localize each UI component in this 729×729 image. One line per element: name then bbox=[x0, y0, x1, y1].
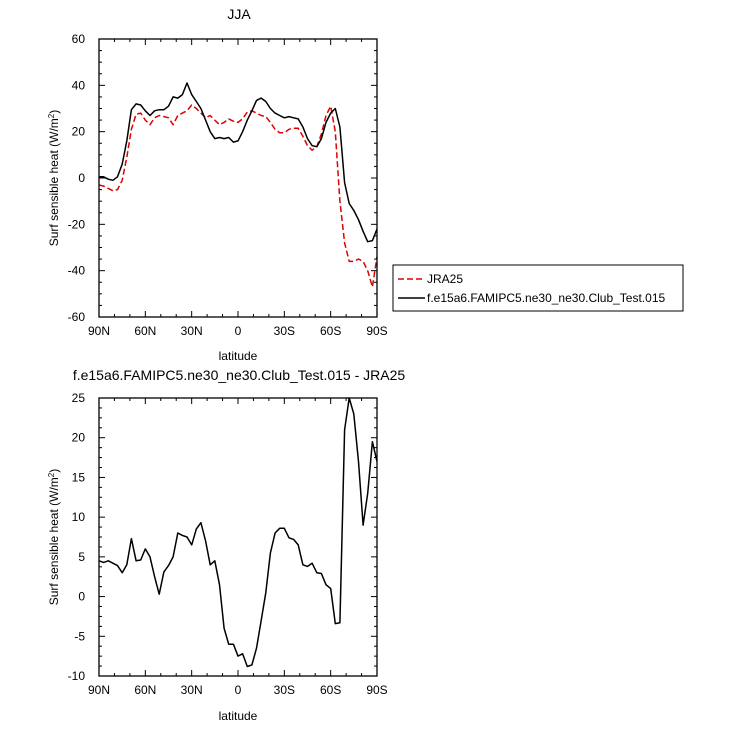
legend: JRA25 f.e15a6.FAMIPC5.ne30_ne30.Club_Tes… bbox=[392, 264, 684, 312]
bottom-x-tick-label: 30S bbox=[274, 683, 295, 697]
top-series-line-0 bbox=[98, 104, 378, 288]
bottom-plot-title: f.e15a6.FAMIPC5.ne30_ne30.Club_Test.015 … bbox=[73, 367, 406, 383]
top-axis-ticks: 90N 60N 30N 0 30S 60S 90S -60 -40 -20 0 20 40 60 bbox=[68, 32, 388, 338]
bottom-y-tick-label: 15 bbox=[72, 470, 86, 484]
legend-label-jra25: JRA25 bbox=[427, 272, 463, 286]
top-x-tick-label: 60S bbox=[320, 324, 341, 338]
top-y-tick-label: 20 bbox=[72, 125, 86, 139]
top-panel: JJA 90N 60N 30N 0 30S 60S 90S-60-40-200204060 … bbox=[47, 6, 388, 363]
bottom-series-line-0 bbox=[98, 397, 378, 668]
legend-label-model: f.e15a6.FAMIPC5.ne30_ne30.Club_Test.015 bbox=[427, 291, 665, 305]
bottom-x-axis-label: latitude bbox=[219, 709, 258, 723]
bottom-axis-ticks: 90N 60N 30N 0 30S 60S 90S -10 -5 0 5 10 15 20 25 bbox=[68, 391, 388, 697]
bottom-y-tick-label: 5 bbox=[78, 550, 85, 564]
top-y-tick-label: 40 bbox=[72, 78, 86, 92]
top-series-line-1 bbox=[99, 82, 378, 243]
bottom-x-tick-label: 60S bbox=[320, 683, 341, 697]
top-y-tick-label: 60 bbox=[72, 32, 86, 46]
bottom-y-tick-label: 0 bbox=[78, 590, 85, 604]
top-y-tick-label: 0 bbox=[78, 171, 85, 185]
bottom-y-axis-label: Surf sensible heat (W/m2) bbox=[47, 469, 61, 606]
top-x-tick-label: 30S bbox=[274, 324, 295, 338]
top-series-lines bbox=[98, 82, 378, 288]
bottom-y-tick-label: 25 bbox=[72, 391, 86, 405]
bottom-x-tick-label: 30N bbox=[181, 683, 203, 697]
top-plot-frame bbox=[98, 38, 378, 318]
top-y-axis-label: Surf sensible heat (W/m2) bbox=[47, 110, 61, 247]
bottom-x-tick-label: 0 bbox=[235, 683, 242, 697]
bottom-panel: f.e15a6.FAMIPC5.ne30_ne30.Club_Test.015 … bbox=[47, 367, 405, 723]
bottom-x-tick-label: 90S bbox=[366, 683, 387, 697]
top-y-tick-label: -60 bbox=[68, 310, 86, 324]
legend-box bbox=[392, 264, 684, 312]
bottom-y-tick-label: 10 bbox=[72, 510, 86, 524]
top-x-tick-label: 0 bbox=[235, 324, 242, 338]
bottom-y-tick-label: -10 bbox=[68, 669, 86, 683]
top-x-tick-label: 90N bbox=[88, 324, 110, 338]
top-y-tick-label: -40 bbox=[68, 264, 86, 278]
bottom-series-lines bbox=[98, 397, 378, 668]
bottom-plot-frame bbox=[98, 397, 378, 677]
top-x-tick-label: 60N bbox=[134, 324, 156, 338]
top-plot-title: JJA bbox=[227, 6, 251, 22]
bottom-x-tick-label: 90N bbox=[88, 683, 110, 697]
bottom-y-tick-label: -5 bbox=[74, 629, 85, 643]
top-x-tick-label: 90S bbox=[366, 324, 387, 338]
bottom-x-tick-label: 60N bbox=[134, 683, 156, 697]
top-x-axis-label: latitude bbox=[219, 349, 258, 363]
bottom-y-tick-label: 20 bbox=[72, 431, 86, 445]
top-y-tick-label: -20 bbox=[68, 217, 86, 231]
top-x-tick-label: 30N bbox=[181, 324, 203, 338]
